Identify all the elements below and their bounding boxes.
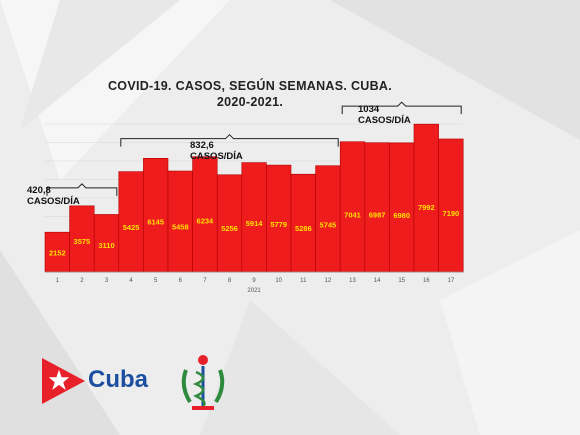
chart-annotation-bracket [341,101,462,115]
cuba-flag-icon [42,358,85,404]
chart-data-label: 6980 [393,211,410,220]
chart-tick-label: 1 [56,278,60,284]
chart-bar [339,141,366,273]
chart-bar [438,138,464,273]
annotation-value: 420,8 [27,185,51,196]
chart-data-label: 5745 [320,220,337,229]
chart-bar [364,142,390,273]
chart-bar [290,173,316,273]
chart-data-label: 5779 [270,220,287,229]
chart-tick-label: 17 [448,278,455,284]
chart-x-axis-label: 2021 [247,288,261,294]
chart-tick-label: 9 [252,278,256,284]
cuba-logo-text: Cuba [88,366,148,393]
chart-tick-label: 6 [179,278,183,284]
chart-bar [93,214,120,273]
annotation-unit: CASOS/DÍA [27,196,80,207]
chart-data-label: 7992 [418,203,435,212]
chart-tick-label: 15 [398,278,405,284]
chart-bar [216,174,243,273]
chart-bar [44,231,70,273]
chart-tick-label: 4 [129,278,133,284]
chart-data-label: 5914 [246,219,264,228]
chart-data-label: 6234 [197,217,215,226]
chart-bar [389,142,415,273]
chart-data-label: 5256 [221,224,238,233]
medical-emblem-icon [181,355,225,410]
chart-x-tick-labels: 1 2 3 4 5 6 7 8 9 10 11 12 13 14 15 16 17 [56,278,455,284]
chart-data-label: 3110 [98,241,114,250]
chart-tick-label: 16 [423,278,430,284]
chart-data-label: 2152 [49,248,66,257]
chart-data-label: 6987 [369,211,386,220]
chart-tick-label: 14 [374,278,381,284]
chart-bar-labels: 2152 3575 3110 5425 6145 5458 6234 5256 5914 5779… [49,203,459,257]
chart-bars [44,123,464,273]
chart-tick-label: 13 [349,278,356,284]
chart-bar [69,205,95,273]
chart-tick-label: 2 [80,278,84,284]
chart-data-label: 6145 [147,217,164,226]
annotation-period-3: 1034 CASOS/DÍA [358,104,411,126]
annotation-unit: CASOS/DÍA [358,115,411,126]
annotation-value: 832,6 [190,140,214,151]
chart-bar [143,158,169,273]
chart-annotation-brackets [46,101,462,196]
chart-subtitle: 2020-2021. [216,95,284,109]
chart-tick-label: 7 [203,278,207,284]
chart-bar [118,171,144,273]
chart-bar [315,165,341,273]
chart-bar [192,156,218,273]
chart-tick-label: 12 [325,278,332,284]
annotation-period-2: 832,6 CASOS/DÍA [190,140,243,162]
chart-annotation-bracket [120,133,339,147]
chart-data-label: 5425 [123,223,140,232]
chart-data-label: 7041 [344,210,361,219]
chart-bar [266,164,292,273]
chart-tick-label: 8 [228,278,232,284]
annotation-unit: CASOS/DÍA [190,151,243,162]
chart-bar [241,162,267,273]
chart-title: COVID-19. CASOS, SEGÚN SEMANAS. CUBA. [107,79,393,93]
chart-data-label: 5458 [172,223,189,232]
chart-data-label: 7190 [443,209,460,218]
chart-bar [167,170,193,273]
chart-tick-label: 11 [300,278,307,284]
chart-data-label: 3575 [74,237,91,246]
chart-annotation-bracket [46,183,118,196]
chart-tick-label: 5 [154,278,158,284]
chart-data-label: 5286 [295,224,312,233]
chart-bar [413,123,439,273]
annotation-period-1: 420,8 CASOS/DÍA [27,185,80,207]
chart-tick-label: 3 [105,278,109,284]
annotation-value: 1034 [358,104,380,115]
chart-tick-label: 10 [275,278,282,284]
